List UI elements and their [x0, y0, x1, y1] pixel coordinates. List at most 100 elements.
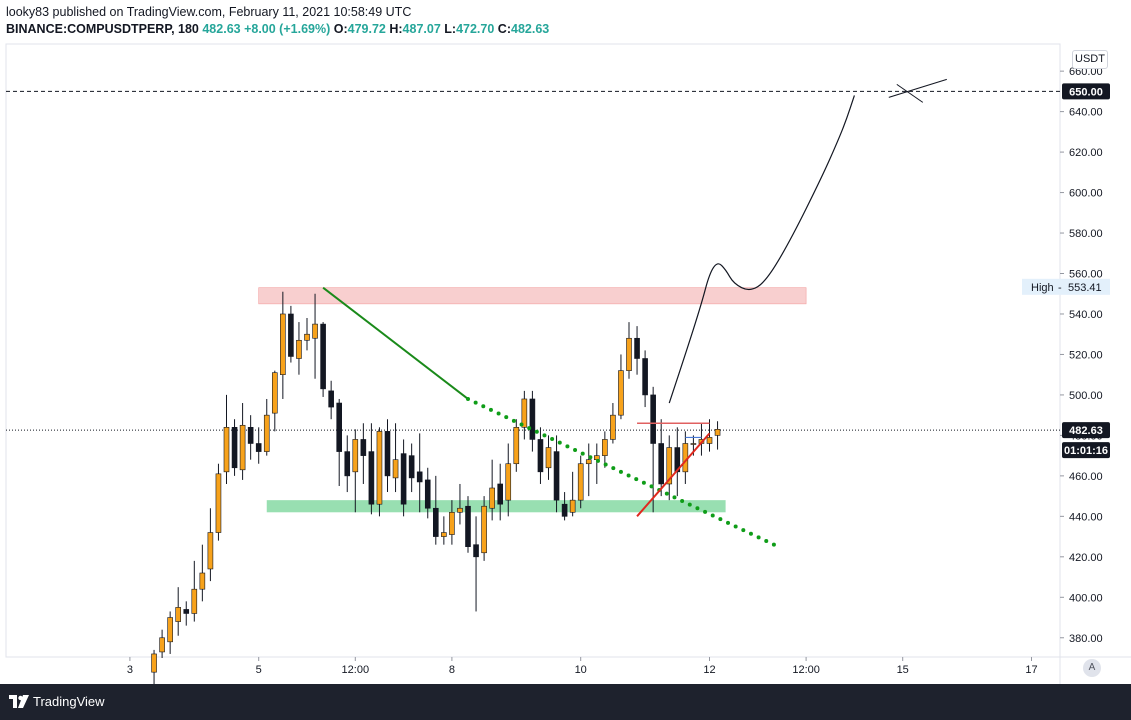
candle — [288, 305, 294, 363]
currency-button[interactable]: USDT — [1072, 50, 1108, 69]
publisher-line: looky83 published on TradingView.com, Fe… — [6, 5, 412, 19]
price-chart[interactable]: 380.00400.00420.00440.00460.00480.00500.… — [0, 0, 1131, 684]
candle — [521, 390, 528, 440]
candle-body — [481, 505, 487, 554]
candle-body — [288, 313, 294, 357]
candle-body — [151, 653, 157, 673]
projection-dot — [573, 447, 578, 452]
candle-body — [223, 427, 230, 473]
candle-body — [320, 323, 326, 390]
countdown-badge-bg — [1062, 442, 1110, 459]
candle — [585, 443, 592, 497]
projection-dot — [611, 466, 616, 471]
candle-body — [602, 439, 608, 456]
open-value: 479.72 — [347, 22, 386, 36]
projection-dot — [550, 437, 555, 442]
projection-dot — [580, 451, 585, 456]
candle — [360, 423, 367, 484]
candle — [658, 419, 665, 497]
candle — [489, 459, 495, 521]
projection-dot — [511, 418, 516, 423]
x-tick-label: 3 — [127, 664, 133, 676]
candle — [191, 560, 198, 622]
candle — [529, 390, 536, 452]
price-change: +8.00 (+1.69%) — [244, 22, 331, 36]
candle — [328, 380, 334, 420]
candle — [167, 611, 173, 654]
projection-dot — [542, 433, 547, 438]
candle-body — [199, 572, 206, 590]
candle-body — [263, 414, 270, 452]
candle — [263, 398, 270, 456]
candle — [561, 492, 568, 521]
low-value: 472.70 — [456, 22, 495, 36]
candle-body — [280, 313, 286, 375]
candle — [432, 475, 439, 545]
candle-body — [714, 429, 721, 436]
candle-body — [553, 451, 560, 501]
candle — [384, 419, 391, 493]
projection-dot — [771, 542, 776, 547]
candle-body — [416, 471, 423, 483]
candle-body — [449, 511, 455, 535]
last-price: 482.63 — [202, 22, 241, 36]
footer-bar: TradingView — [0, 684, 1131, 720]
candle — [352, 429, 359, 513]
candle — [634, 326, 640, 375]
projection-dot — [695, 506, 700, 511]
candle-body — [408, 455, 415, 479]
candle-body — [191, 588, 198, 614]
candle-body — [465, 505, 471, 547]
candle — [626, 322, 632, 379]
y-tick-label: 540.00 — [1069, 309, 1103, 321]
candle-body — [247, 427, 254, 444]
candle — [392, 423, 399, 493]
candle — [424, 467, 431, 519]
tradingview-brand[interactable]: TradingView — [33, 694, 105, 709]
projection-dot — [664, 491, 669, 496]
projection-dot — [618, 469, 623, 474]
high-marker-label: High — [1031, 282, 1054, 294]
candle — [553, 435, 560, 513]
candle-body — [537, 439, 544, 473]
candle-body — [207, 532, 214, 570]
candle — [441, 516, 447, 545]
candle — [159, 629, 165, 658]
projection-dot — [764, 539, 769, 544]
high-label: H: — [389, 22, 403, 36]
y-tick-label: 460.00 — [1069, 471, 1103, 483]
chart-header: looky83 published on TradingView.com, Fe… — [0, 0, 1131, 40]
projection-dot — [519, 422, 524, 427]
candle — [545, 435, 552, 480]
projection-dot — [672, 495, 677, 500]
candle — [151, 649, 157, 684]
candle-body — [312, 323, 318, 339]
candle-body — [674, 447, 681, 473]
candle-body — [336, 402, 343, 452]
projection-dot — [741, 528, 746, 533]
projection-dot — [634, 477, 639, 482]
support-zone — [266, 500, 726, 513]
candle — [481, 496, 487, 561]
candle — [271, 370, 278, 432]
candle — [255, 427, 262, 464]
symbol-line: BINANCE:COMPUSDTPERP, 180 482.63 +8.00 (… — [6, 22, 549, 36]
y-tick-label: 380.00 — [1069, 633, 1103, 645]
candle — [400, 439, 407, 517]
candle — [320, 322, 326, 397]
candle-body — [585, 459, 592, 465]
projection-dot — [588, 455, 593, 460]
candle — [312, 293, 318, 379]
symbol-name[interactable]: BINANCE:COMPUSDTPERP, 180 — [6, 22, 199, 36]
y-tick-label: 640.00 — [1069, 107, 1103, 119]
auto-scale-button[interactable]: A — [1083, 659, 1101, 677]
projection-dot — [641, 480, 646, 485]
projection-dot — [534, 429, 539, 434]
rising-trendline — [636, 432, 711, 518]
open-label: O: — [333, 22, 348, 36]
candle — [416, 433, 423, 513]
downtrend-line — [322, 286, 469, 400]
candle-body — [400, 453, 407, 505]
x-tick-label: 12:00 — [792, 664, 820, 676]
candle-body — [384, 431, 391, 477]
